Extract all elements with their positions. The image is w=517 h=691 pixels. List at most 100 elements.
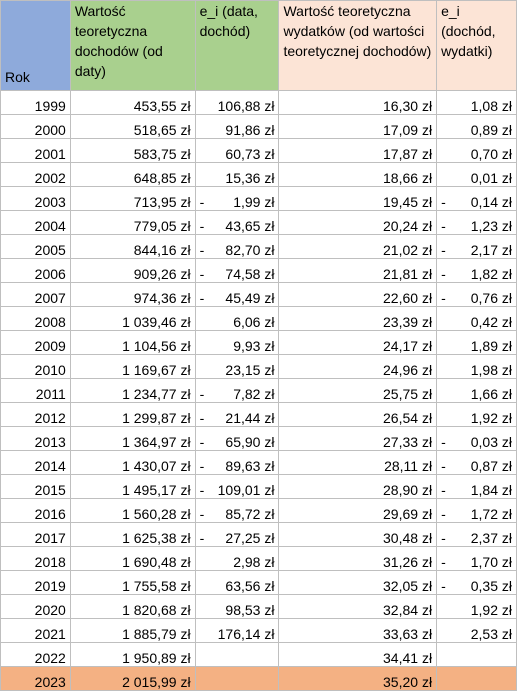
cell-wydatki[interactable]: 31,26 zł <box>279 547 437 571</box>
cell-e-data-dochod[interactable]: 6,06 zł <box>195 307 279 331</box>
cell-e-dochod-wydatki[interactable]: 0,42 zł <box>437 307 517 331</box>
cell-e-dochod-wydatki[interactable]: 1,98 zł <box>437 355 517 379</box>
cell-e-data-dochod[interactable]: 91,86 zł <box>195 115 279 139</box>
cell-e-dochod-wydatki[interactable]: - 0,14 zł <box>437 187 517 211</box>
cell-wydatki[interactable]: 28,90 zł <box>279 475 437 499</box>
cell-e-dochod-wydatki[interactable]: 1,66 zł <box>437 379 517 403</box>
header-cell-e-data-dochod[interactable]: e_i (data, dochód) <box>195 1 279 91</box>
cell-year[interactable]: 2002 <box>1 163 71 187</box>
cell-wydatki[interactable]: 21,02 zł <box>279 235 437 259</box>
cell-year[interactable]: 2004 <box>1 211 71 235</box>
cell-e-data-dochod[interactable]: - 85,72 zł <box>195 499 279 523</box>
header-cell-dochody[interactable]: Wartość teoretyczna dochodów (od daty) <box>70 1 195 91</box>
cell-dochody[interactable]: 453,55 zł <box>70 91 195 115</box>
cell-dochody[interactable]: 1 560,28 zł <box>70 499 195 523</box>
cell-e-dochod-wydatki[interactable]: 1,92 zł <box>437 595 517 619</box>
cell-year[interactable]: 2011 <box>1 379 71 403</box>
cell-dochody[interactable]: 1 169,67 zł <box>70 355 195 379</box>
cell-year[interactable]: 2001 <box>1 139 71 163</box>
cell-e-data-dochod[interactable]: -109,01 zł <box>195 475 279 499</box>
cell-e-data-dochod[interactable]: - 65,90 zł <box>195 427 279 451</box>
cell-e-data-dochod[interactable]: - 1,99 zł <box>195 187 279 211</box>
cell-year[interactable]: 2014 <box>1 451 71 475</box>
cell-wydatki[interactable]: 28,11 zł <box>279 451 437 475</box>
cell-e-data-dochod[interactable]: 63,56 zł <box>195 571 279 595</box>
cell-year[interactable]: 1999 <box>1 91 71 115</box>
cell-wydatki[interactable]: 22,60 zł <box>279 283 437 307</box>
cell-e-dochod-wydatki[interactable]: 0,89 zł <box>437 115 517 139</box>
cell-dochody[interactable]: 779,05 zł <box>70 211 195 235</box>
cell-dochody[interactable]: 1 885,79 zł <box>70 619 195 643</box>
cell-wydatki[interactable]: 30,48 zł <box>279 523 437 547</box>
cell-e-data-dochod[interactable]: - 43,65 zł <box>195 211 279 235</box>
cell-e-dochod-wydatki[interactable] <box>437 643 517 667</box>
cell-e-data-dochod[interactable]: 60,73 zł <box>195 139 279 163</box>
cell-e-data-dochod[interactable]: - 45,49 zł <box>195 283 279 307</box>
cell-year[interactable]: 2008 <box>1 307 71 331</box>
cell-e-data-dochod[interactable] <box>195 667 279 691</box>
header-cell-wydatki[interactable]: Wartość teoretyczna wydatków (od wartośc… <box>279 1 437 91</box>
cell-e-dochod-wydatki[interactable]: - 0,76 zł <box>437 283 517 307</box>
cell-wydatki[interactable]: 24,17 zł <box>279 331 437 355</box>
cell-year[interactable]: 2020 <box>1 595 71 619</box>
cell-dochody[interactable]: 2 015,99 zł <box>70 667 195 691</box>
cell-dochody[interactable]: 1 430,07 zł <box>70 451 195 475</box>
cell-wydatki[interactable]: 21,81 zł <box>279 259 437 283</box>
cell-year[interactable]: 2019 <box>1 571 71 595</box>
cell-e-dochod-wydatki[interactable]: - 0,87 zł <box>437 451 517 475</box>
cell-dochody[interactable]: 1 625,38 zł <box>70 523 195 547</box>
cell-dochody[interactable]: 1 495,17 zł <box>70 475 195 499</box>
cell-e-dochod-wydatki[interactable]: - 1,84 zł <box>437 475 517 499</box>
cell-e-dochod-wydatki[interactable]: - 1,82 zł <box>437 259 517 283</box>
cell-wydatki[interactable]: 35,20 zł <box>279 667 437 691</box>
cell-wydatki[interactable]: 29,69 zł <box>279 499 437 523</box>
cell-year[interactable]: 2007 <box>1 283 71 307</box>
cell-dochody[interactable]: 1 820,68 zł <box>70 595 195 619</box>
header-cell-e-dochod-wydatki[interactable]: e_i (dochód, wydatki) <box>437 1 517 91</box>
cell-e-dochod-wydatki[interactable]: - 0,03 zł <box>437 427 517 451</box>
cell-e-data-dochod[interactable]: 9,93 zł <box>195 331 279 355</box>
cell-wydatki[interactable]: 32,84 zł <box>279 595 437 619</box>
cell-e-dochod-wydatki[interactable]: - 1,70 zł <box>437 547 517 571</box>
cell-wydatki[interactable]: 17,87 zł <box>279 139 437 163</box>
cell-wydatki[interactable]: 26,54 zł <box>279 403 437 427</box>
cell-dochody[interactable]: 518,65 zł <box>70 115 195 139</box>
cell-wydatki[interactable]: 18,66 zł <box>279 163 437 187</box>
cell-year[interactable]: 2016 <box>1 499 71 523</box>
cell-dochody[interactable]: 1 234,77 zł <box>70 379 195 403</box>
cell-e-dochod-wydatki[interactable]: - 1,72 zł <box>437 499 517 523</box>
cell-wydatki[interactable]: 20,24 zł <box>279 211 437 235</box>
cell-year[interactable]: 2003 <box>1 187 71 211</box>
cell-year[interactable]: 2005 <box>1 235 71 259</box>
cell-dochody[interactable]: 1 755,58 zł <box>70 571 195 595</box>
cell-e-data-dochod[interactable]: 15,36 zł <box>195 163 279 187</box>
cell-e-data-dochod[interactable]: 2,98 zł <box>195 547 279 571</box>
cell-dochody[interactable]: 1 690,48 zł <box>70 547 195 571</box>
cell-year[interactable]: 2015 <box>1 475 71 499</box>
cell-e-dochod-wydatki[interactable]: - 2,17 zł <box>437 235 517 259</box>
cell-e-data-dochod[interactable]: 176,14 zł <box>195 619 279 643</box>
cell-e-data-dochod[interactable]: - 82,70 zł <box>195 235 279 259</box>
cell-dochody[interactable]: 713,95 zł <box>70 187 195 211</box>
cell-year[interactable]: 2023 <box>1 667 71 691</box>
cell-wydatki[interactable]: 25,75 zł <box>279 379 437 403</box>
cell-e-dochod-wydatki[interactable]: - 2,37 zł <box>437 523 517 547</box>
cell-dochody[interactable]: 1 104,56 zł <box>70 331 195 355</box>
cell-dochody[interactable]: 844,16 zł <box>70 235 195 259</box>
cell-year[interactable]: 2000 <box>1 115 71 139</box>
cell-e-data-dochod[interactable]: 106,88 zł <box>195 91 279 115</box>
cell-e-data-dochod[interactable]: - 21,44 zł <box>195 403 279 427</box>
cell-e-dochod-wydatki[interactable]: - 1,23 zł <box>437 211 517 235</box>
cell-wydatki[interactable]: 19,45 zł <box>279 187 437 211</box>
cell-year[interactable]: 2010 <box>1 355 71 379</box>
cell-e-data-dochod[interactable]: 23,15 zł <box>195 355 279 379</box>
cell-e-data-dochod[interactable]: - 27,25 zł <box>195 523 279 547</box>
cell-year[interactable]: 2012 <box>1 403 71 427</box>
cell-e-dochod-wydatki[interactable]: 1,08 zł <box>437 91 517 115</box>
cell-e-dochod-wydatki[interactable] <box>437 667 517 691</box>
cell-year[interactable]: 2022 <box>1 643 71 667</box>
cell-e-data-dochod[interactable]: 98,53 zł <box>195 595 279 619</box>
cell-e-dochod-wydatki[interactable]: 0,70 zł <box>437 139 517 163</box>
cell-dochody[interactable]: 583,75 zł <box>70 139 195 163</box>
cell-dochody[interactable]: 1 299,87 zł <box>70 403 195 427</box>
